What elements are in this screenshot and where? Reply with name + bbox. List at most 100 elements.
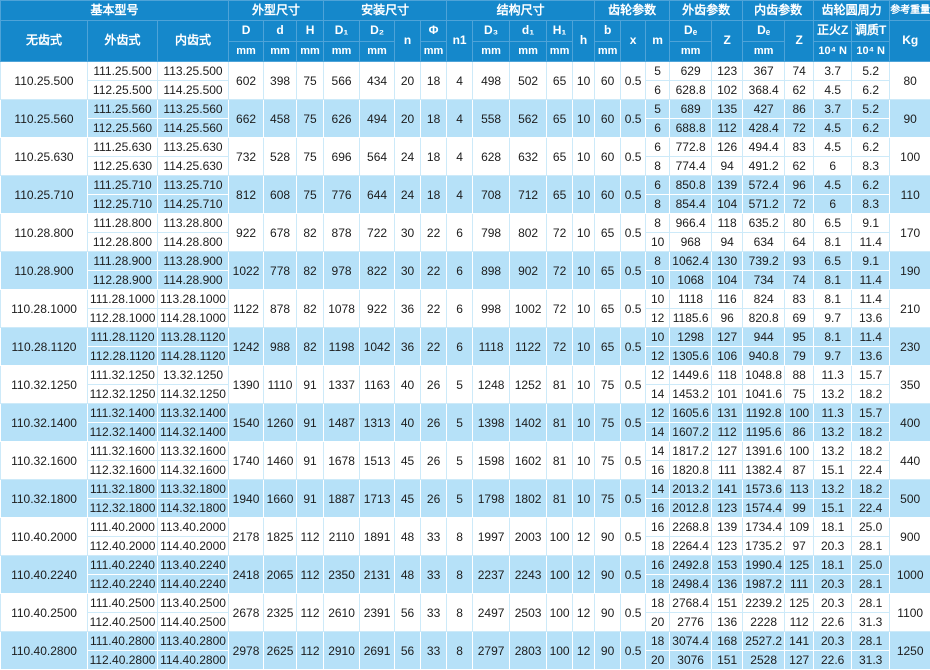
- value-cell: 398: [264, 62, 297, 100]
- value-cell: 13.2: [814, 385, 852, 404]
- value-cell: 629: [670, 62, 712, 81]
- value-cell: 2350: [324, 556, 360, 594]
- value-cell: 8.1: [814, 328, 852, 347]
- int-model-cell: 113.40.2240: [158, 556, 229, 575]
- value-cell: 131: [712, 404, 743, 423]
- value-cell: 26: [421, 480, 447, 518]
- col-header-De-int: Dₑ: [743, 21, 785, 42]
- col-header-n1: n1: [447, 21, 473, 62]
- value-cell: 0.5: [621, 328, 646, 366]
- value-cell: 6: [646, 138, 670, 157]
- value-cell: 940.8: [743, 347, 785, 366]
- value-cell: 109: [785, 518, 814, 537]
- weight-cell: 1250: [890, 632, 930, 670]
- int-model-cell: 114.32.1250: [158, 385, 229, 404]
- int-model-cell: 13.32.1250: [158, 366, 229, 385]
- value-cell: 18: [646, 632, 670, 651]
- col-header-H: H: [297, 21, 324, 42]
- weight-cell: 1000: [890, 556, 930, 594]
- value-cell: 1260: [264, 404, 297, 442]
- value-cell: 18: [421, 138, 447, 176]
- int-model-cell: 113.32.1400: [158, 404, 229, 423]
- value-cell: 5: [447, 480, 473, 518]
- value-cell: 2418: [229, 556, 264, 594]
- value-cell: 127: [785, 651, 814, 670]
- value-cell: 20.3: [814, 575, 852, 594]
- value-cell: 16: [646, 461, 670, 480]
- value-cell: 367: [743, 62, 785, 81]
- int-model-cell: 113.32.1800: [158, 480, 229, 499]
- value-cell: 2012.8: [670, 499, 712, 518]
- value-cell: 4.5: [814, 138, 852, 157]
- value-cell: 802: [510, 214, 547, 252]
- value-cell: 15.1: [814, 499, 852, 518]
- table-header: 基本型号 外型尺寸 安装尺寸 结构尺寸 齿轮参数 外齿参数 内齿参数 齿轮圆周力…: [1, 1, 930, 62]
- value-cell: 31.3: [852, 651, 890, 670]
- value-cell: 60: [595, 176, 621, 214]
- value-cell: 4: [447, 138, 473, 176]
- value-cell: 18: [646, 594, 670, 613]
- value-cell: 434: [360, 62, 395, 100]
- value-cell: 2228: [743, 613, 785, 632]
- value-cell: 8.1: [814, 233, 852, 252]
- value-cell: 11.4: [852, 290, 890, 309]
- value-cell: 4: [447, 62, 473, 100]
- value-cell: 139: [712, 176, 743, 195]
- value-cell: 79: [785, 347, 814, 366]
- value-cell: 988: [264, 328, 297, 366]
- model-cell: 110.40.2800: [1, 632, 88, 670]
- value-cell: 126: [712, 138, 743, 157]
- value-cell: 0.5: [621, 62, 646, 100]
- value-cell: 28.1: [852, 594, 890, 613]
- weight-cell: 80: [890, 62, 930, 100]
- value-cell: 111: [785, 575, 814, 594]
- value-cell: 644: [360, 176, 395, 214]
- int-model-cell: 113.32.1600: [158, 442, 229, 461]
- value-cell: 8: [447, 556, 473, 594]
- col-header-De-ext: Dₑ: [670, 21, 712, 42]
- value-cell: 20: [395, 62, 421, 100]
- int-model-cell: 113.28.900: [158, 252, 229, 271]
- value-cell: 14: [646, 423, 670, 442]
- value-cell: 18.2: [852, 442, 890, 461]
- ext-model-cell: 111.40.2000: [88, 518, 158, 537]
- value-cell: 1402: [510, 404, 547, 442]
- ext-model-cell: 112.28.1120: [88, 347, 158, 366]
- value-cell: 1337: [324, 366, 360, 404]
- value-cell: 104: [712, 195, 743, 214]
- ext-model-cell: 111.40.2240: [88, 556, 158, 575]
- value-cell: 135: [712, 100, 743, 119]
- value-cell: 72: [785, 119, 814, 138]
- value-cell: 16: [646, 556, 670, 575]
- value-cell: 4: [447, 176, 473, 214]
- value-cell: 1382.4: [743, 461, 785, 480]
- ext-model-cell: 112.40.2800: [88, 651, 158, 670]
- value-cell: 28.1: [852, 537, 890, 556]
- value-cell: 10: [646, 233, 670, 252]
- value-cell: 15.7: [852, 366, 890, 385]
- header-ref-weight: 参考重量: [890, 1, 930, 21]
- value-cell: 86: [785, 423, 814, 442]
- value-cell: 93: [785, 252, 814, 271]
- value-cell: 10: [573, 404, 595, 442]
- value-cell: 10: [646, 271, 670, 290]
- header-mount-dim: 安装尺寸: [324, 1, 447, 21]
- value-cell: 26: [421, 442, 447, 480]
- value-cell: 125: [785, 594, 814, 613]
- value-cell: 97: [785, 537, 814, 556]
- value-cell: 1390: [229, 366, 264, 404]
- value-cell: 100: [547, 556, 573, 594]
- col-header-kg: Kg: [890, 21, 930, 62]
- value-cell: 75: [595, 366, 621, 404]
- value-cell: 60: [595, 100, 621, 138]
- value-cell: 2768.4: [670, 594, 712, 613]
- value-cell: 712: [510, 176, 547, 214]
- value-cell: 33: [421, 632, 447, 670]
- value-cell: 2610: [324, 594, 360, 632]
- value-cell: 820.8: [743, 309, 785, 328]
- value-cell: 1740: [229, 442, 264, 480]
- ext-model-cell: 112.28.900: [88, 271, 158, 290]
- value-cell: 1574.4: [743, 499, 785, 518]
- value-cell: 2110: [324, 518, 360, 556]
- value-cell: 14: [646, 480, 670, 499]
